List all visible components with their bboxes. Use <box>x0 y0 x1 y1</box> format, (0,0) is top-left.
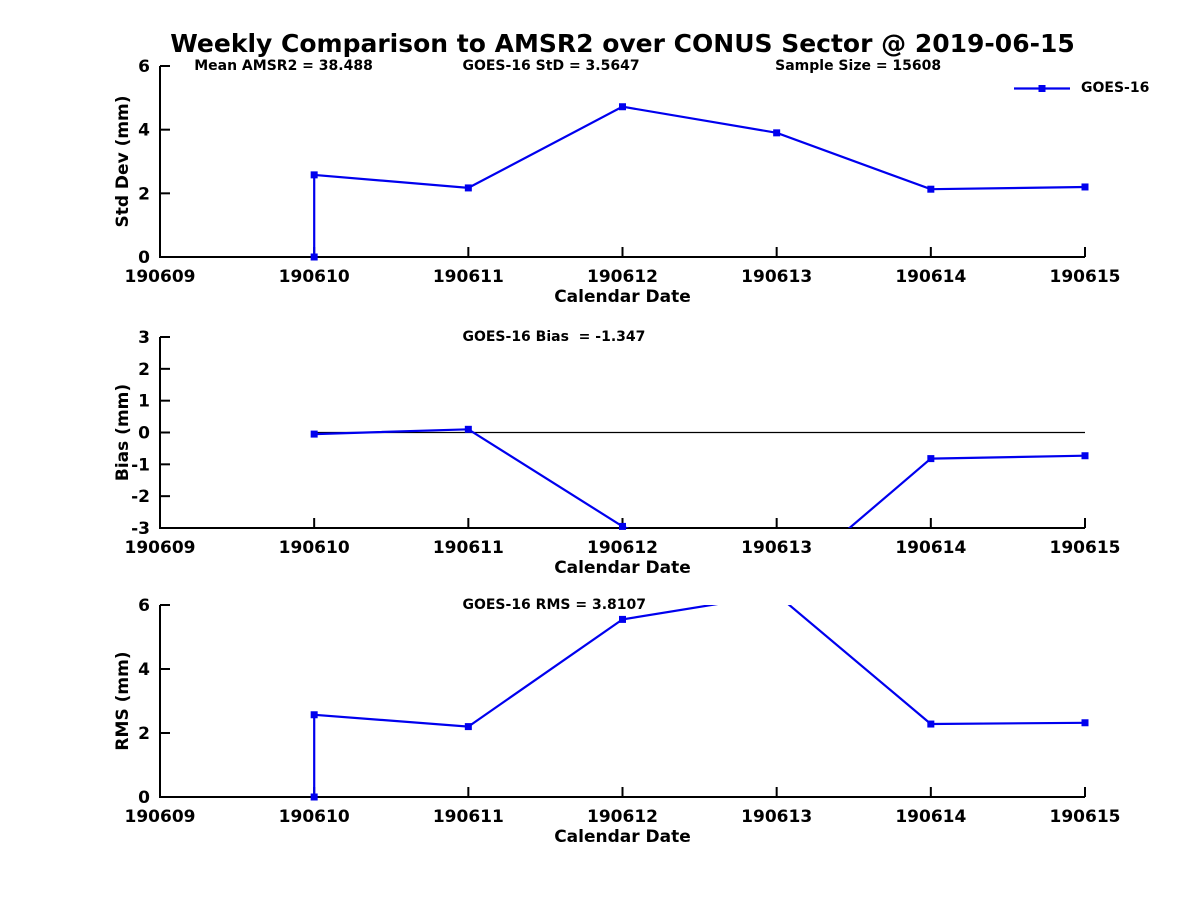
data-point-marker <box>619 615 626 623</box>
series-line <box>314 428 1086 528</box>
data-point-marker <box>310 171 318 179</box>
data-point-marker <box>464 184 472 192</box>
y-axis-label: RMS (mm) <box>113 651 133 750</box>
y-tick-label: 0 <box>138 788 150 808</box>
y-tick-label: 4 <box>138 121 150 141</box>
x-tick-label: 190615 <box>1050 807 1121 827</box>
data-point-marker <box>1081 719 1089 727</box>
x-tick-label: 190609 <box>125 267 196 287</box>
stat-annotation: GOES-16 Bias = -1.347 <box>462 329 645 345</box>
data-point-marker <box>927 185 935 193</box>
y-tick-label: 3 <box>138 328 150 348</box>
x-tick-label: 190614 <box>895 538 966 558</box>
y-tick-label: 4 <box>138 660 150 680</box>
stat-annotation: Mean AMSR2 = 38.488 <box>194 58 373 74</box>
y-tick-label: 0 <box>138 424 150 444</box>
y-tick-label: -1 <box>131 455 150 475</box>
std_dev_panel: 190609 190610 190611 190612 190613 190614 1906… <box>113 57 1120 307</box>
series-line <box>313 105 1086 257</box>
legend-label: GOES-16 <box>1081 80 1150 96</box>
data-point-marker <box>310 793 318 801</box>
data-point-marker <box>310 430 318 438</box>
x-tick-label: 190610 <box>279 807 350 827</box>
series-line <box>313 605 1086 797</box>
data-point-marker <box>619 522 626 530</box>
y-tick-label: 0 <box>138 248 150 268</box>
x-tick-label: 190614 <box>895 267 966 287</box>
y-axis-label: Std Dev (mm) <box>113 95 133 227</box>
data-point-marker <box>1081 452 1089 460</box>
y-tick-label: -3 <box>131 519 150 539</box>
x-axis-label: Calendar Date <box>554 827 691 847</box>
x-axis-label: Calendar Date <box>554 558 691 578</box>
x-tick-label: 190609 <box>125 807 196 827</box>
y-tick-label: 6 <box>138 596 150 616</box>
data-point-marker <box>310 711 318 719</box>
x-tick-label: 190611 <box>433 267 504 287</box>
x-tick-label: 190610 <box>279 267 350 287</box>
x-axis-label: Calendar Date <box>554 287 691 307</box>
data-point-marker <box>464 425 472 433</box>
y-tick-label: 2 <box>138 184 150 204</box>
x-tick-label: 190613 <box>741 538 812 558</box>
x-tick-label: 190611 <box>433 538 504 558</box>
stat-annotation: Sample Size = 15608 <box>775 58 941 74</box>
x-tick-label: 190611 <box>433 807 504 827</box>
data-point-marker <box>310 253 318 261</box>
data-point-marker <box>1081 183 1089 191</box>
data-point-marker <box>927 455 935 463</box>
x-tick-label: 190615 <box>1050 538 1121 558</box>
y-tick-label: 2 <box>138 360 150 380</box>
x-tick-label: 190609 <box>125 538 196 558</box>
y-tick-label: 6 <box>138 57 150 77</box>
y-tick-label: -2 <box>131 487 150 507</box>
bias_panel: 190609 190610 190611 190612 190613 190614 1906… <box>113 328 1121 578</box>
y-tick-label: 2 <box>138 724 150 744</box>
data-point-marker <box>927 720 935 728</box>
data-point-marker <box>773 129 781 137</box>
x-tick-label: 190614 <box>895 807 966 827</box>
figure-title: Weekly Comparison to AMSR2 over CONUS Se… <box>170 29 1075 58</box>
x-tick-label: 190612 <box>587 267 658 287</box>
data-point-marker <box>464 723 472 731</box>
y-axis-label: Bias (mm) <box>113 384 133 481</box>
data-point-marker <box>619 103 626 111</box>
x-tick-label: 190610 <box>279 538 350 558</box>
y-tick-label: 1 <box>138 392 150 412</box>
x-tick-label: 190615 <box>1050 267 1121 287</box>
x-tick-label: 190612 <box>587 538 658 558</box>
rms_panel: 190609 190610 190611 190612 190613 190614 1906… <box>113 596 1121 847</box>
stat-annotation: GOES-16 StD = 3.5647 <box>462 58 639 74</box>
x-tick-label: 190613 <box>741 267 812 287</box>
legend-line-marker-icon <box>1014 85 1070 92</box>
x-tick-label: 190612 <box>587 807 658 827</box>
stat-annotation: GOES-16 RMS = 3.8107 <box>462 597 646 613</box>
x-tick-label: 190613 <box>741 807 812 827</box>
